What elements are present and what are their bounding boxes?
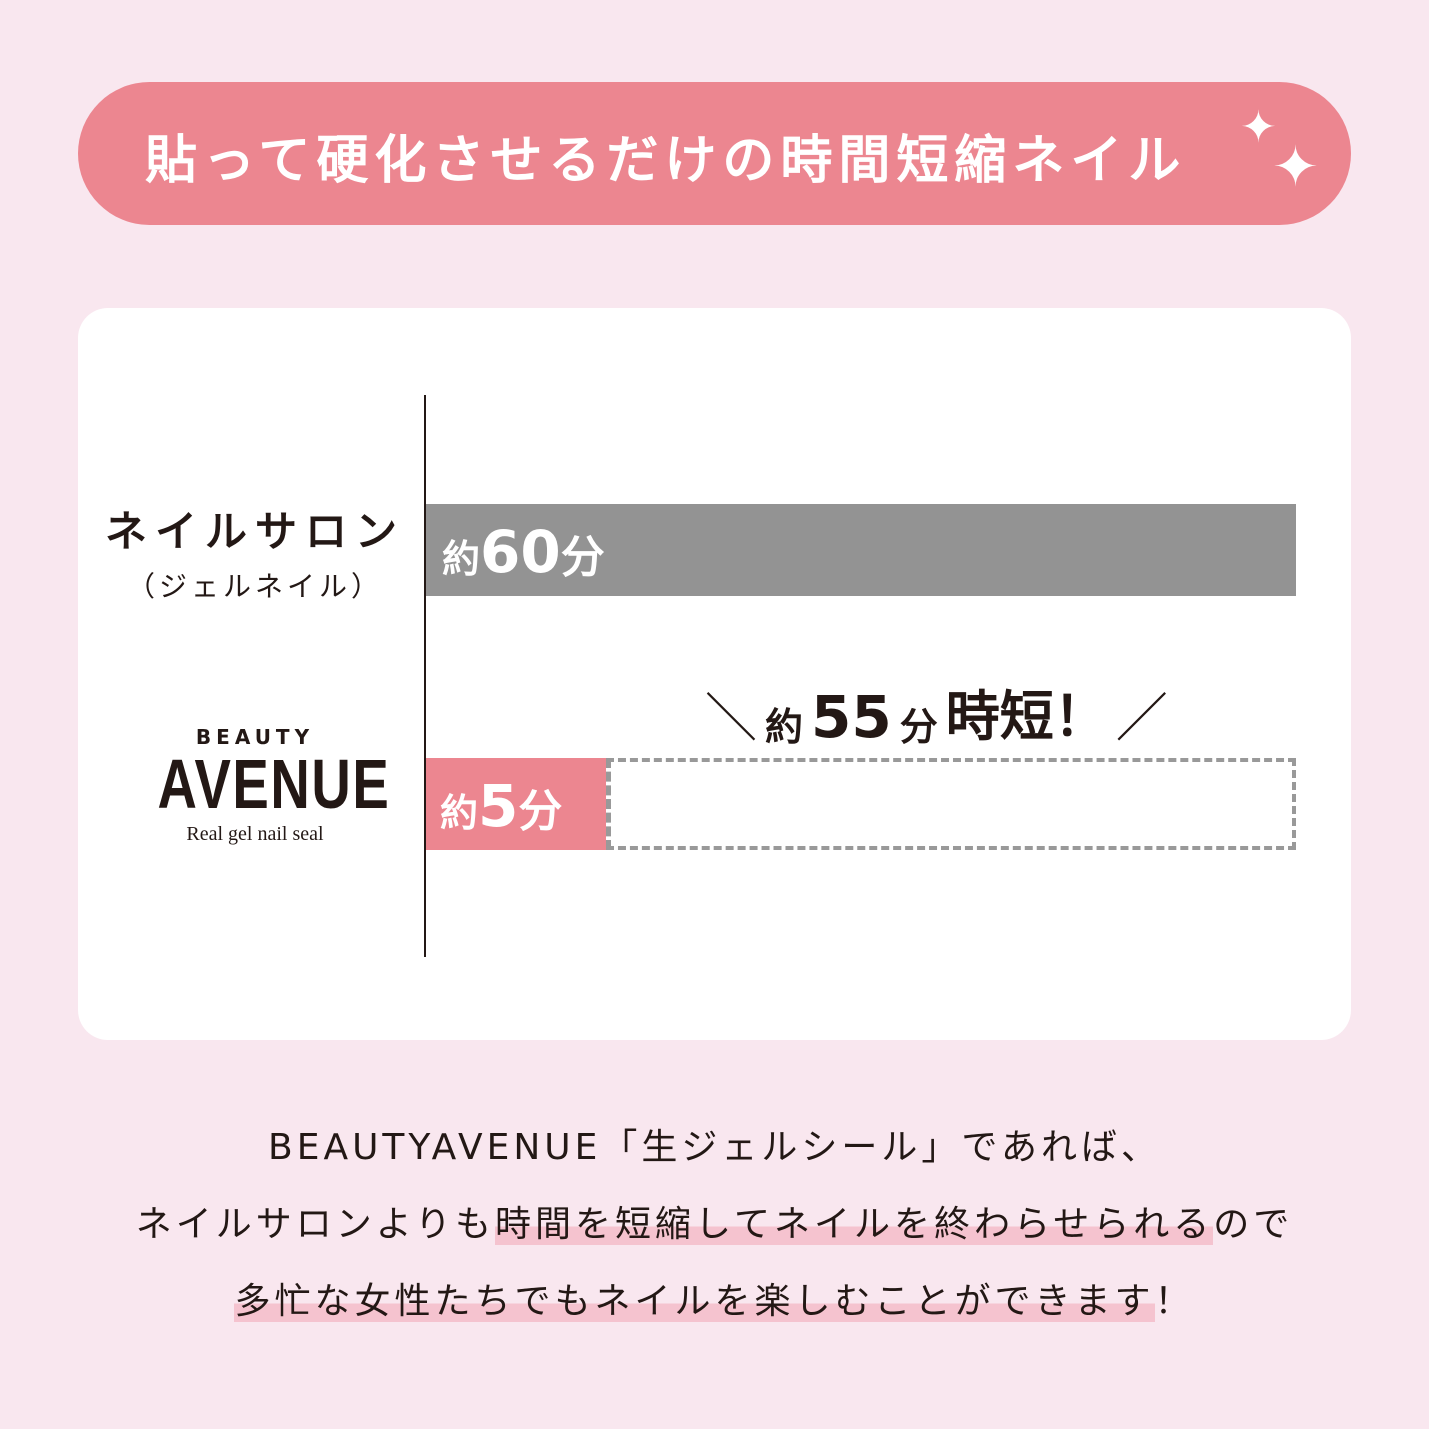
category-sub: （ジェルネイル） <box>126 570 383 603</box>
annotation-value: 55 <box>811 683 892 751</box>
description-line-1: BEAUTYAVENUE「生ジェルシール」であれば、 <box>268 1127 1161 1168</box>
page-title: 貼って硬化させるだけの時間短縮ネイル <box>145 131 1187 191</box>
saved-time-outline <box>606 758 1296 850</box>
brand-logo: BEAUTY AVENUE Real gel nail seal <box>130 725 391 846</box>
logo-main: AVENUE <box>157 745 391 823</box>
annotation-text: 時短！ <box>945 685 1108 748</box>
bar-salon: 約60分 <box>426 504 1296 596</box>
data-label: 約5分 <box>440 772 563 840</box>
chart-card <box>78 308 1351 1040</box>
bar-beauty-avenue: 約5分 <box>426 758 606 850</box>
annotation-prefix: 約 <box>765 705 804 749</box>
time-saved-annotation: ＼ 約 55 分 時短！ ／ <box>705 672 1168 751</box>
saved-time-outline-edge <box>606 758 611 850</box>
description-line-3: 多忙な女性たちでもネイルを楽しむことができます！ <box>234 1281 1195 1322</box>
logo-top: BEAUTY <box>195 725 315 749</box>
y-axis <box>424 395 426 957</box>
slash-mark: ／ <box>1115 689 1168 749</box>
category-label-salon: ネイルサロン （ジェルネイル） <box>100 498 410 605</box>
description-line-2: ネイルサロンよりも時間を短縮してネイルを終わらせられるので <box>135 1204 1294 1245</box>
annotation-unit: 分 <box>899 705 938 749</box>
sparkle-icon: ✦ <box>1272 135 1319 200</box>
sparkle-icon: ✦ <box>1240 102 1277 153</box>
data-label: 約60分 <box>442 518 605 586</box>
title-banner <box>78 82 1351 225</box>
logo-tagline: Real gel nail seal <box>186 823 324 845</box>
backslash-mark: ＼ <box>705 689 758 749</box>
category-main: ネイルサロン <box>104 507 405 556</box>
